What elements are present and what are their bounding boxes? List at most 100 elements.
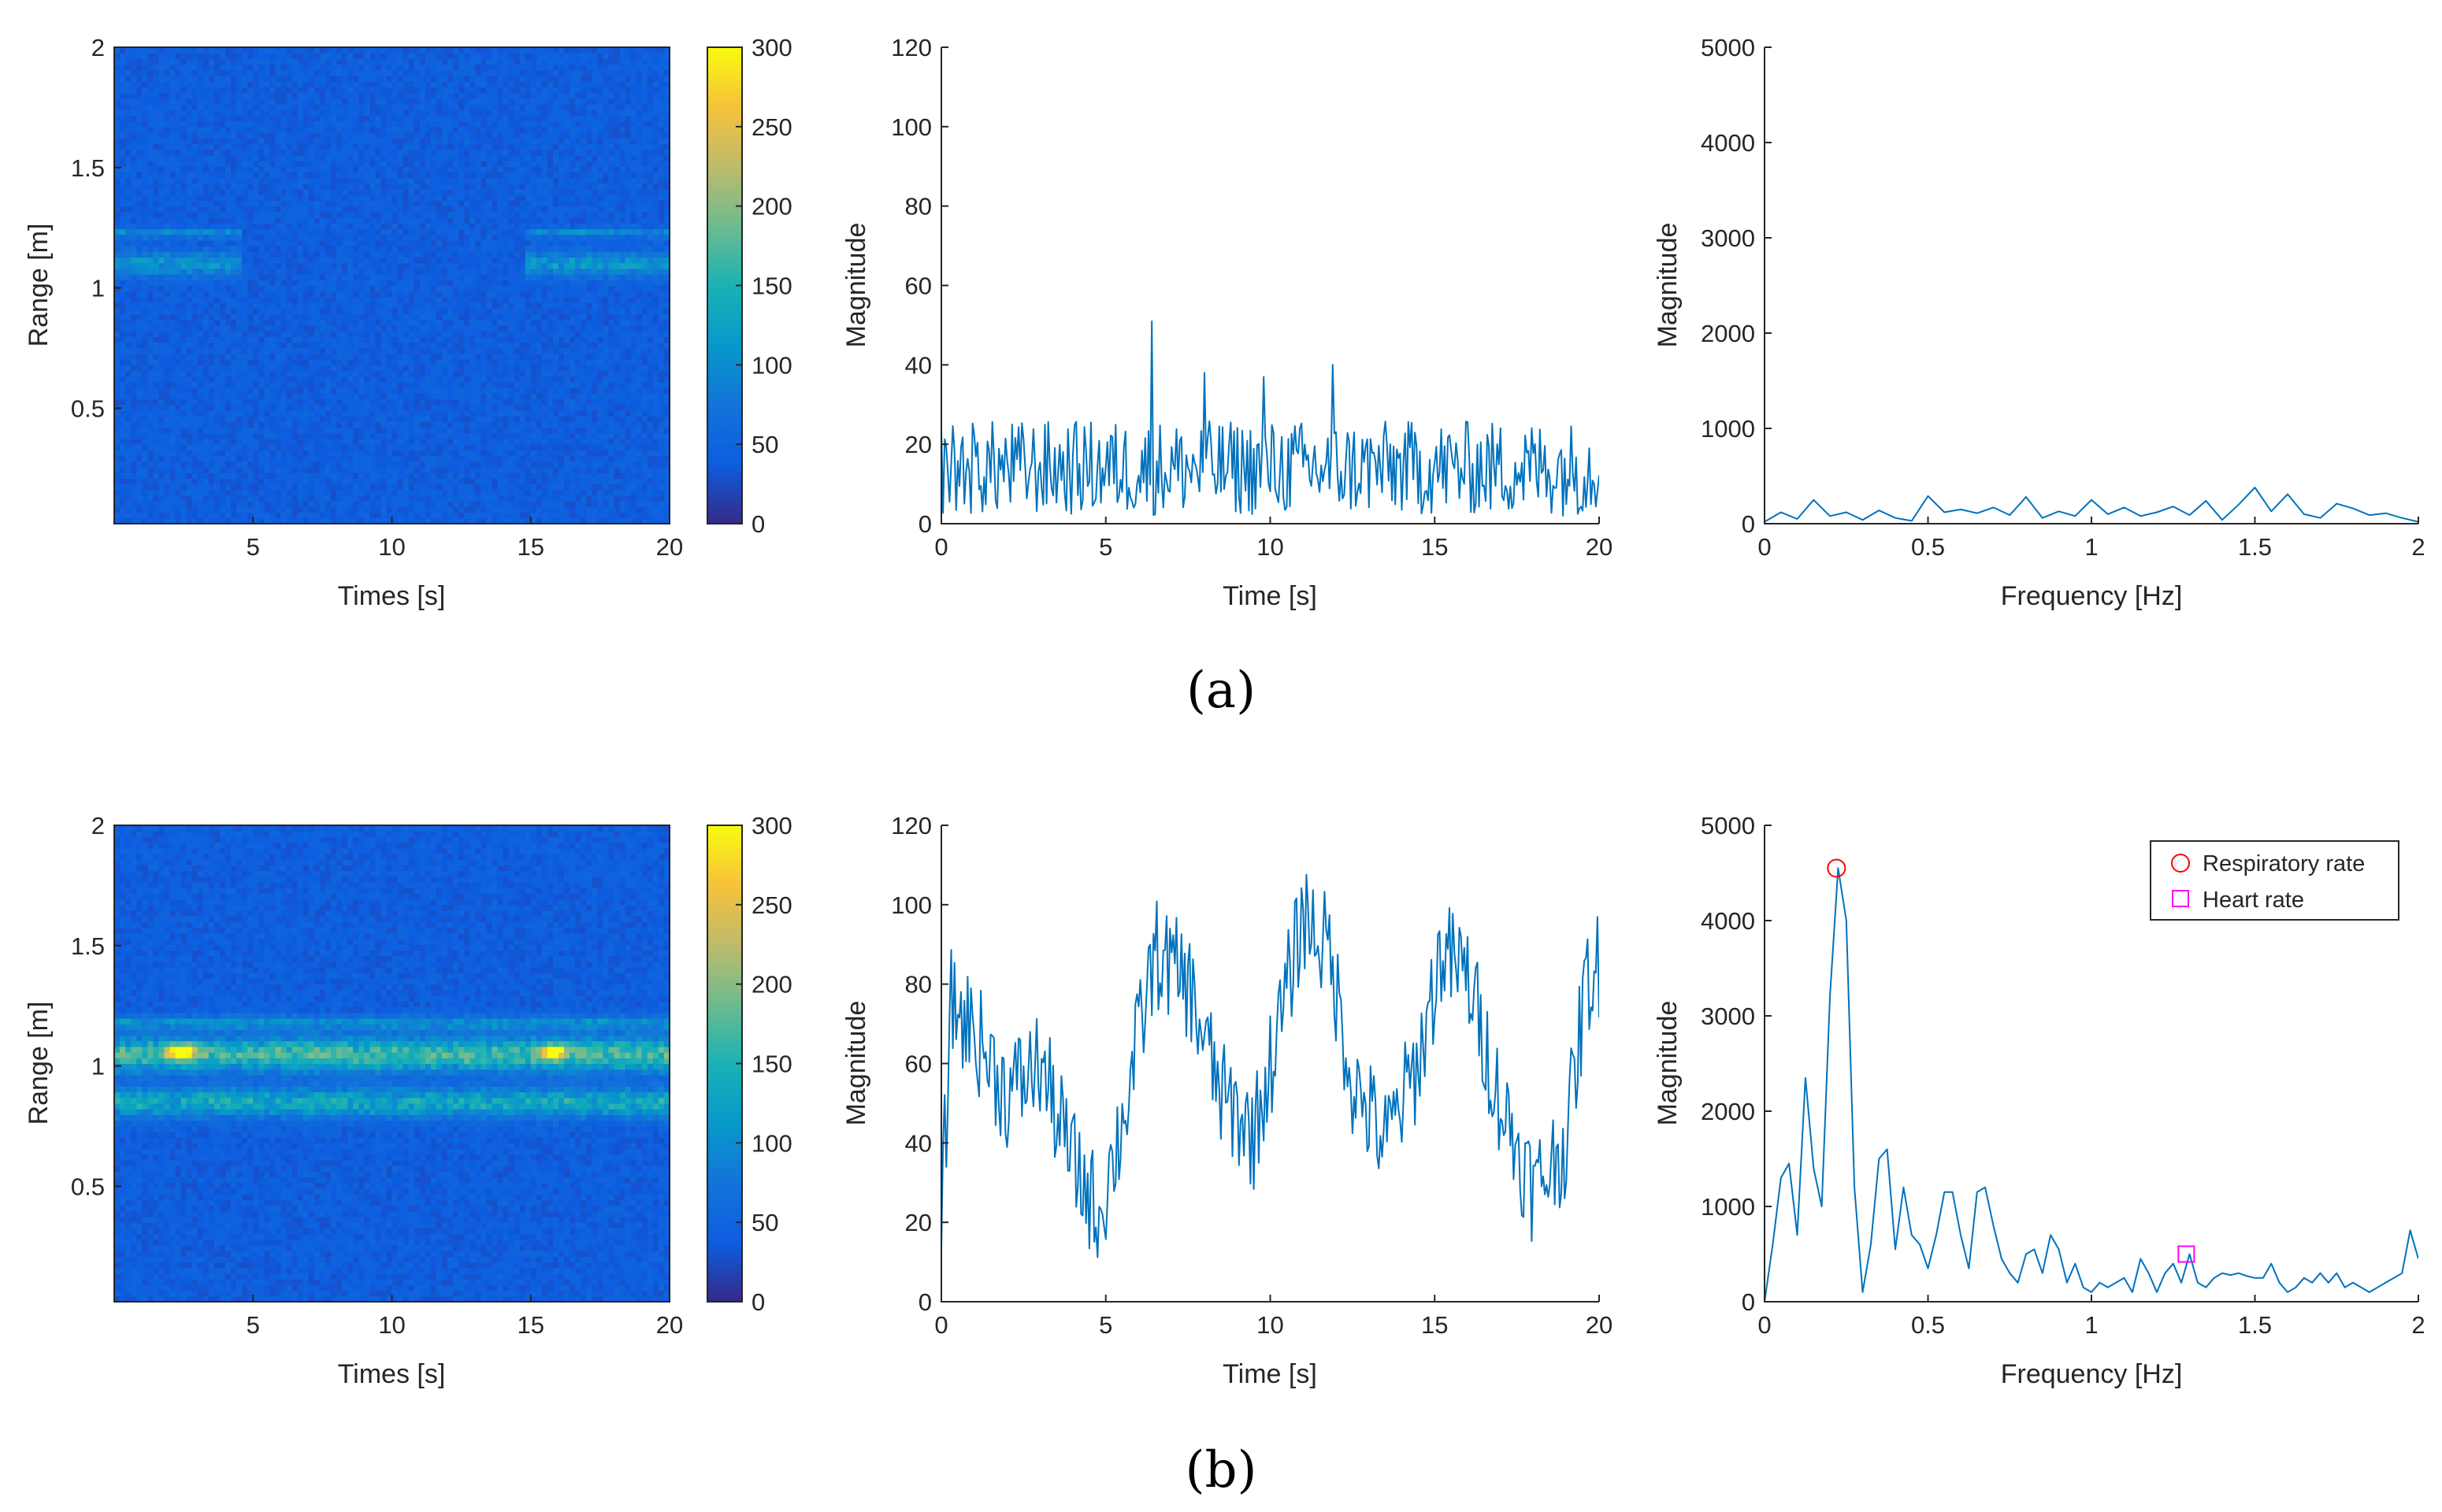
heatmap-cell bbox=[419, 262, 426, 269]
heatmap-cell bbox=[336, 313, 343, 321]
heatmap-cell bbox=[386, 132, 393, 139]
heatmap-cell bbox=[131, 274, 137, 280]
heatmap-cell bbox=[375, 438, 381, 445]
heatmap-cell bbox=[158, 115, 165, 122]
heatmap-cell bbox=[219, 47, 226, 54]
heatmap-cell bbox=[353, 512, 359, 519]
heatmap-cell bbox=[131, 98, 137, 105]
heatmap-cell bbox=[147, 280, 154, 287]
heatmap-cell bbox=[114, 143, 121, 150]
heatmap-cell bbox=[153, 211, 159, 218]
heatmap-cell bbox=[197, 251, 204, 258]
heatmap-cell bbox=[236, 109, 243, 117]
heatmap-cell bbox=[258, 109, 265, 117]
heatmap-cell bbox=[297, 120, 304, 128]
heatmap-cell bbox=[253, 285, 259, 292]
heatmap-cell bbox=[136, 126, 143, 133]
heatmap-cell bbox=[430, 342, 437, 349]
heatmap-cell bbox=[369, 444, 376, 450]
heatmap-cell bbox=[191, 98, 199, 105]
heatmap-cell bbox=[364, 450, 370, 457]
heatmap-cell bbox=[275, 138, 282, 145]
heatmap-cell bbox=[242, 132, 248, 139]
heatmap-cell bbox=[225, 195, 232, 202]
heatmap-cell bbox=[408, 81, 415, 88]
heatmap-cell bbox=[436, 489, 443, 496]
heatmap-cell bbox=[236, 47, 243, 54]
heatmap-cell bbox=[441, 393, 448, 400]
heatmap-cell bbox=[120, 517, 126, 524]
heatmap-cell bbox=[275, 53, 282, 59]
heatmap-cell bbox=[197, 376, 204, 383]
heatmap-cell bbox=[275, 501, 282, 507]
heatmap-cell bbox=[202, 466, 210, 473]
heatmap-cell bbox=[336, 432, 343, 439]
heatmap-cell bbox=[158, 120, 165, 128]
heatmap-cell bbox=[286, 64, 293, 71]
heatmap-cell bbox=[358, 342, 365, 349]
heatmap-cell bbox=[253, 387, 259, 394]
heatmap-cell bbox=[158, 53, 165, 59]
heatmap-cell bbox=[258, 512, 265, 519]
heatmap-cell bbox=[330, 280, 337, 287]
heatmap-cell bbox=[419, 427, 426, 434]
heatmap-cell bbox=[441, 347, 448, 354]
heatmap-cell bbox=[441, 444, 448, 450]
heatmap-cell bbox=[142, 189, 148, 195]
heatmap-cell bbox=[375, 308, 381, 315]
heatmap-cell bbox=[202, 376, 210, 383]
heatmap-cell bbox=[386, 177, 393, 184]
heatmap-cell bbox=[125, 489, 132, 496]
heatmap-cell bbox=[269, 87, 276, 94]
heatmap-cell bbox=[436, 427, 443, 434]
heatmap-cell bbox=[213, 319, 221, 326]
heatmap-cell bbox=[253, 92, 259, 99]
heatmap-cell bbox=[164, 438, 171, 445]
heatmap-cell bbox=[291, 450, 299, 457]
heatmap-cell bbox=[125, 331, 132, 337]
heatmap-cell bbox=[297, 87, 304, 94]
heatmap-cell bbox=[342, 387, 348, 394]
heatmap-cell bbox=[302, 98, 310, 105]
heatmap-cell bbox=[358, 76, 365, 82]
heatmap-cell bbox=[297, 410, 304, 417]
heatmap-cell bbox=[186, 53, 193, 59]
heatmap-cell bbox=[392, 217, 399, 224]
heatmap-cell bbox=[114, 393, 121, 400]
heatmap-cell bbox=[169, 359, 176, 365]
heatmap-cell bbox=[169, 347, 176, 354]
heatmap-cell bbox=[347, 466, 354, 473]
heatmap-cell bbox=[269, 268, 276, 275]
heatmap-cell bbox=[208, 228, 215, 235]
heatmap-cell bbox=[136, 251, 143, 258]
heatmap-cell bbox=[403, 359, 410, 365]
heatmap-cell bbox=[153, 69, 159, 76]
heatmap-cell bbox=[302, 517, 310, 524]
heatmap-cell bbox=[180, 506, 187, 513]
heatmap-cell bbox=[253, 495, 259, 502]
heatmap-cell bbox=[336, 177, 343, 184]
heatmap-cell bbox=[342, 291, 348, 298]
heatmap-cell bbox=[397, 149, 404, 156]
heatmap-cell bbox=[275, 120, 282, 128]
heatmap-cell bbox=[136, 268, 143, 275]
heatmap-cell bbox=[314, 410, 321, 417]
heatmap-cell bbox=[125, 342, 132, 349]
heatmap-cell bbox=[358, 398, 365, 406]
heatmap-cell bbox=[302, 234, 310, 241]
heatmap-cell bbox=[425, 177, 432, 184]
heatmap-cell bbox=[392, 239, 399, 246]
heatmap-cell bbox=[297, 421, 304, 428]
heatmap-cell bbox=[408, 461, 415, 468]
heatmap-cell bbox=[403, 126, 410, 133]
heatmap-cell bbox=[253, 432, 259, 439]
heatmap-cell bbox=[264, 217, 270, 224]
heatmap-cell bbox=[308, 484, 315, 491]
heatmap-cell bbox=[397, 501, 404, 507]
heatmap-cell bbox=[392, 427, 399, 434]
heatmap-cell bbox=[392, 132, 399, 139]
heatmap-cell bbox=[302, 92, 310, 99]
heatmap-cell bbox=[153, 206, 159, 213]
heatmap-cell bbox=[308, 466, 315, 473]
heatmap-cell bbox=[225, 98, 232, 105]
